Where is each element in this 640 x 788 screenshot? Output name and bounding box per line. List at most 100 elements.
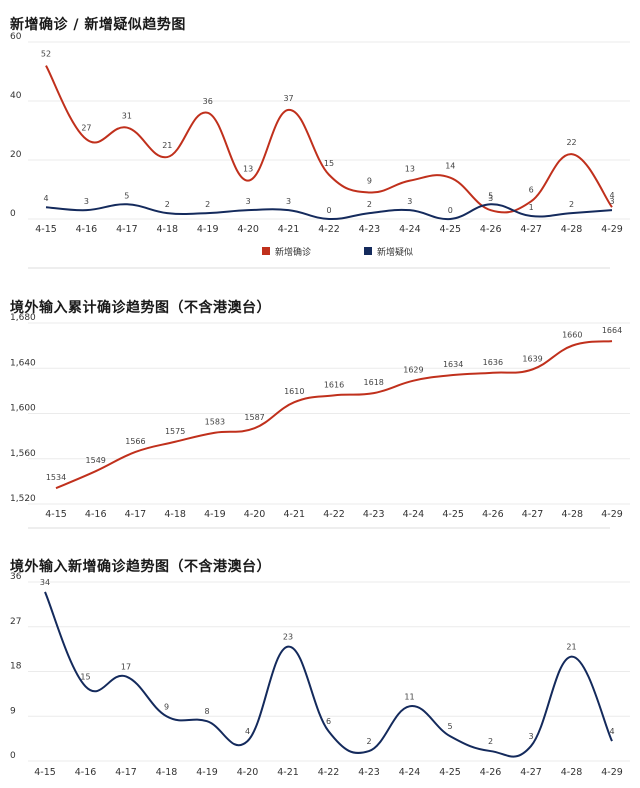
data-label: 6 [326,717,331,726]
x-tick-label: 4-22 [318,224,340,235]
data-label: 13 [405,165,415,174]
data-label: 2 [205,200,210,209]
data-label: 4 [609,191,614,200]
chart-1-title: 新增确诊 / 新增疑似趋势图 [10,17,186,33]
y-tick-label: 1,680 [10,313,36,323]
x-tick-label: 4-23 [363,509,385,520]
x-tick-label: 4-26 [480,767,502,778]
data-label: 31 [122,112,132,121]
data-label: 11 [404,692,414,701]
x-tick-label: 4-28 [561,767,583,778]
data-label: 2 [488,737,493,746]
data-label: 27 [81,123,91,132]
x-tick-label: 4-23 [359,224,381,235]
data-label: 0 [326,206,331,215]
x-tick-label: 4-28 [562,509,584,520]
x-tick-label: 4-23 [358,767,380,778]
data-label: 1566 [125,437,145,446]
x-tick-label: 4-18 [156,767,178,778]
x-tick-label: 4-29 [601,509,623,520]
x-tick-label: 4-21 [284,509,306,520]
data-label: 1618 [364,378,384,387]
x-tick-label: 4-20 [244,509,266,520]
x-tick-label: 4-16 [75,767,97,778]
data-label: 21 [162,141,172,150]
data-label: 1629 [403,366,423,375]
x-tick-label: 4-15 [45,509,67,520]
data-label: 5 [447,722,452,731]
y-tick-label: 40 [10,91,22,101]
x-tick-label: 4-19 [196,767,218,778]
data-label: 52 [41,50,51,59]
data-label: 0 [448,206,453,215]
x-tick-label: 4-24 [399,767,421,778]
x-tick-label: 4-16 [76,224,98,235]
data-label: 36 [203,97,213,106]
y-tick-label: 60 [10,32,22,42]
y-tick-label: 1,560 [10,449,36,459]
series-line [45,203,613,221]
x-tick-label: 4-17 [125,509,147,520]
y-tick-label: 36 [10,572,22,582]
x-tick-label: 4-19 [204,509,226,520]
data-label: 5 [124,191,129,200]
data-label: 3 [407,197,412,206]
data-label: 37 [283,94,293,103]
data-label: 9 [367,176,372,185]
data-label: 2 [367,200,372,209]
y-tick-label: 20 [10,150,22,160]
series-line [45,65,613,214]
legend-label: 新增疑似 [377,246,413,258]
data-label: 1 [529,203,534,212]
series-line [44,591,613,758]
data-label: 1634 [443,360,463,369]
data-label: 13 [243,165,253,174]
data-label: 3 [84,197,89,206]
data-label: 1583 [205,418,225,427]
x-tick-label: 4-24 [399,224,421,235]
data-label: 22 [566,138,576,147]
y-tick-label: 0 [10,209,16,219]
y-tick-label: 27 [10,617,21,627]
legend-swatch [262,247,270,255]
x-tick-label: 4-22 [323,509,345,520]
x-tick-label: 4-28 [561,224,583,235]
x-tick-label: 4-21 [278,224,300,235]
data-label: 1587 [244,413,264,422]
y-tick-label: 1,600 [10,404,36,414]
legend-label: 新增确诊 [275,246,311,258]
x-tick-label: 4-15 [35,224,57,235]
data-label: 1616 [324,380,344,389]
data-label: 1660 [562,331,582,340]
data-label: 3 [609,197,614,206]
data-label: 4 [609,727,614,736]
data-label: 3 [246,197,251,206]
data-label: 1639 [522,354,542,363]
data-label: 34 [40,578,50,587]
y-tick-label: 0 [10,751,16,761]
data-label: 21 [566,643,576,652]
x-tick-label: 4-20 [237,224,259,235]
series-line [55,340,613,490]
data-label: 3 [286,197,291,206]
x-tick-label: 4-21 [277,767,299,778]
data-label: 1636 [483,358,503,367]
data-label: 15 [80,672,90,681]
data-label: 15 [324,159,334,168]
data-label: 9 [164,702,169,711]
data-label: 1534 [46,473,66,482]
x-tick-label: 4-17 [115,767,137,778]
x-tick-label: 4-25 [440,224,462,235]
data-label: 14 [445,162,455,171]
x-tick-label: 4-19 [197,224,219,235]
data-label: 1664 [602,326,622,335]
x-tick-label: 4-18 [164,509,186,520]
legend-swatch [364,247,372,255]
data-label: 5 [488,191,493,200]
data-label: 4 [43,194,48,203]
x-tick-label: 4-22 [318,767,340,778]
data-label: 2 [366,737,371,746]
data-label: 1610 [284,387,304,396]
y-tick-label: 18 [10,662,22,672]
